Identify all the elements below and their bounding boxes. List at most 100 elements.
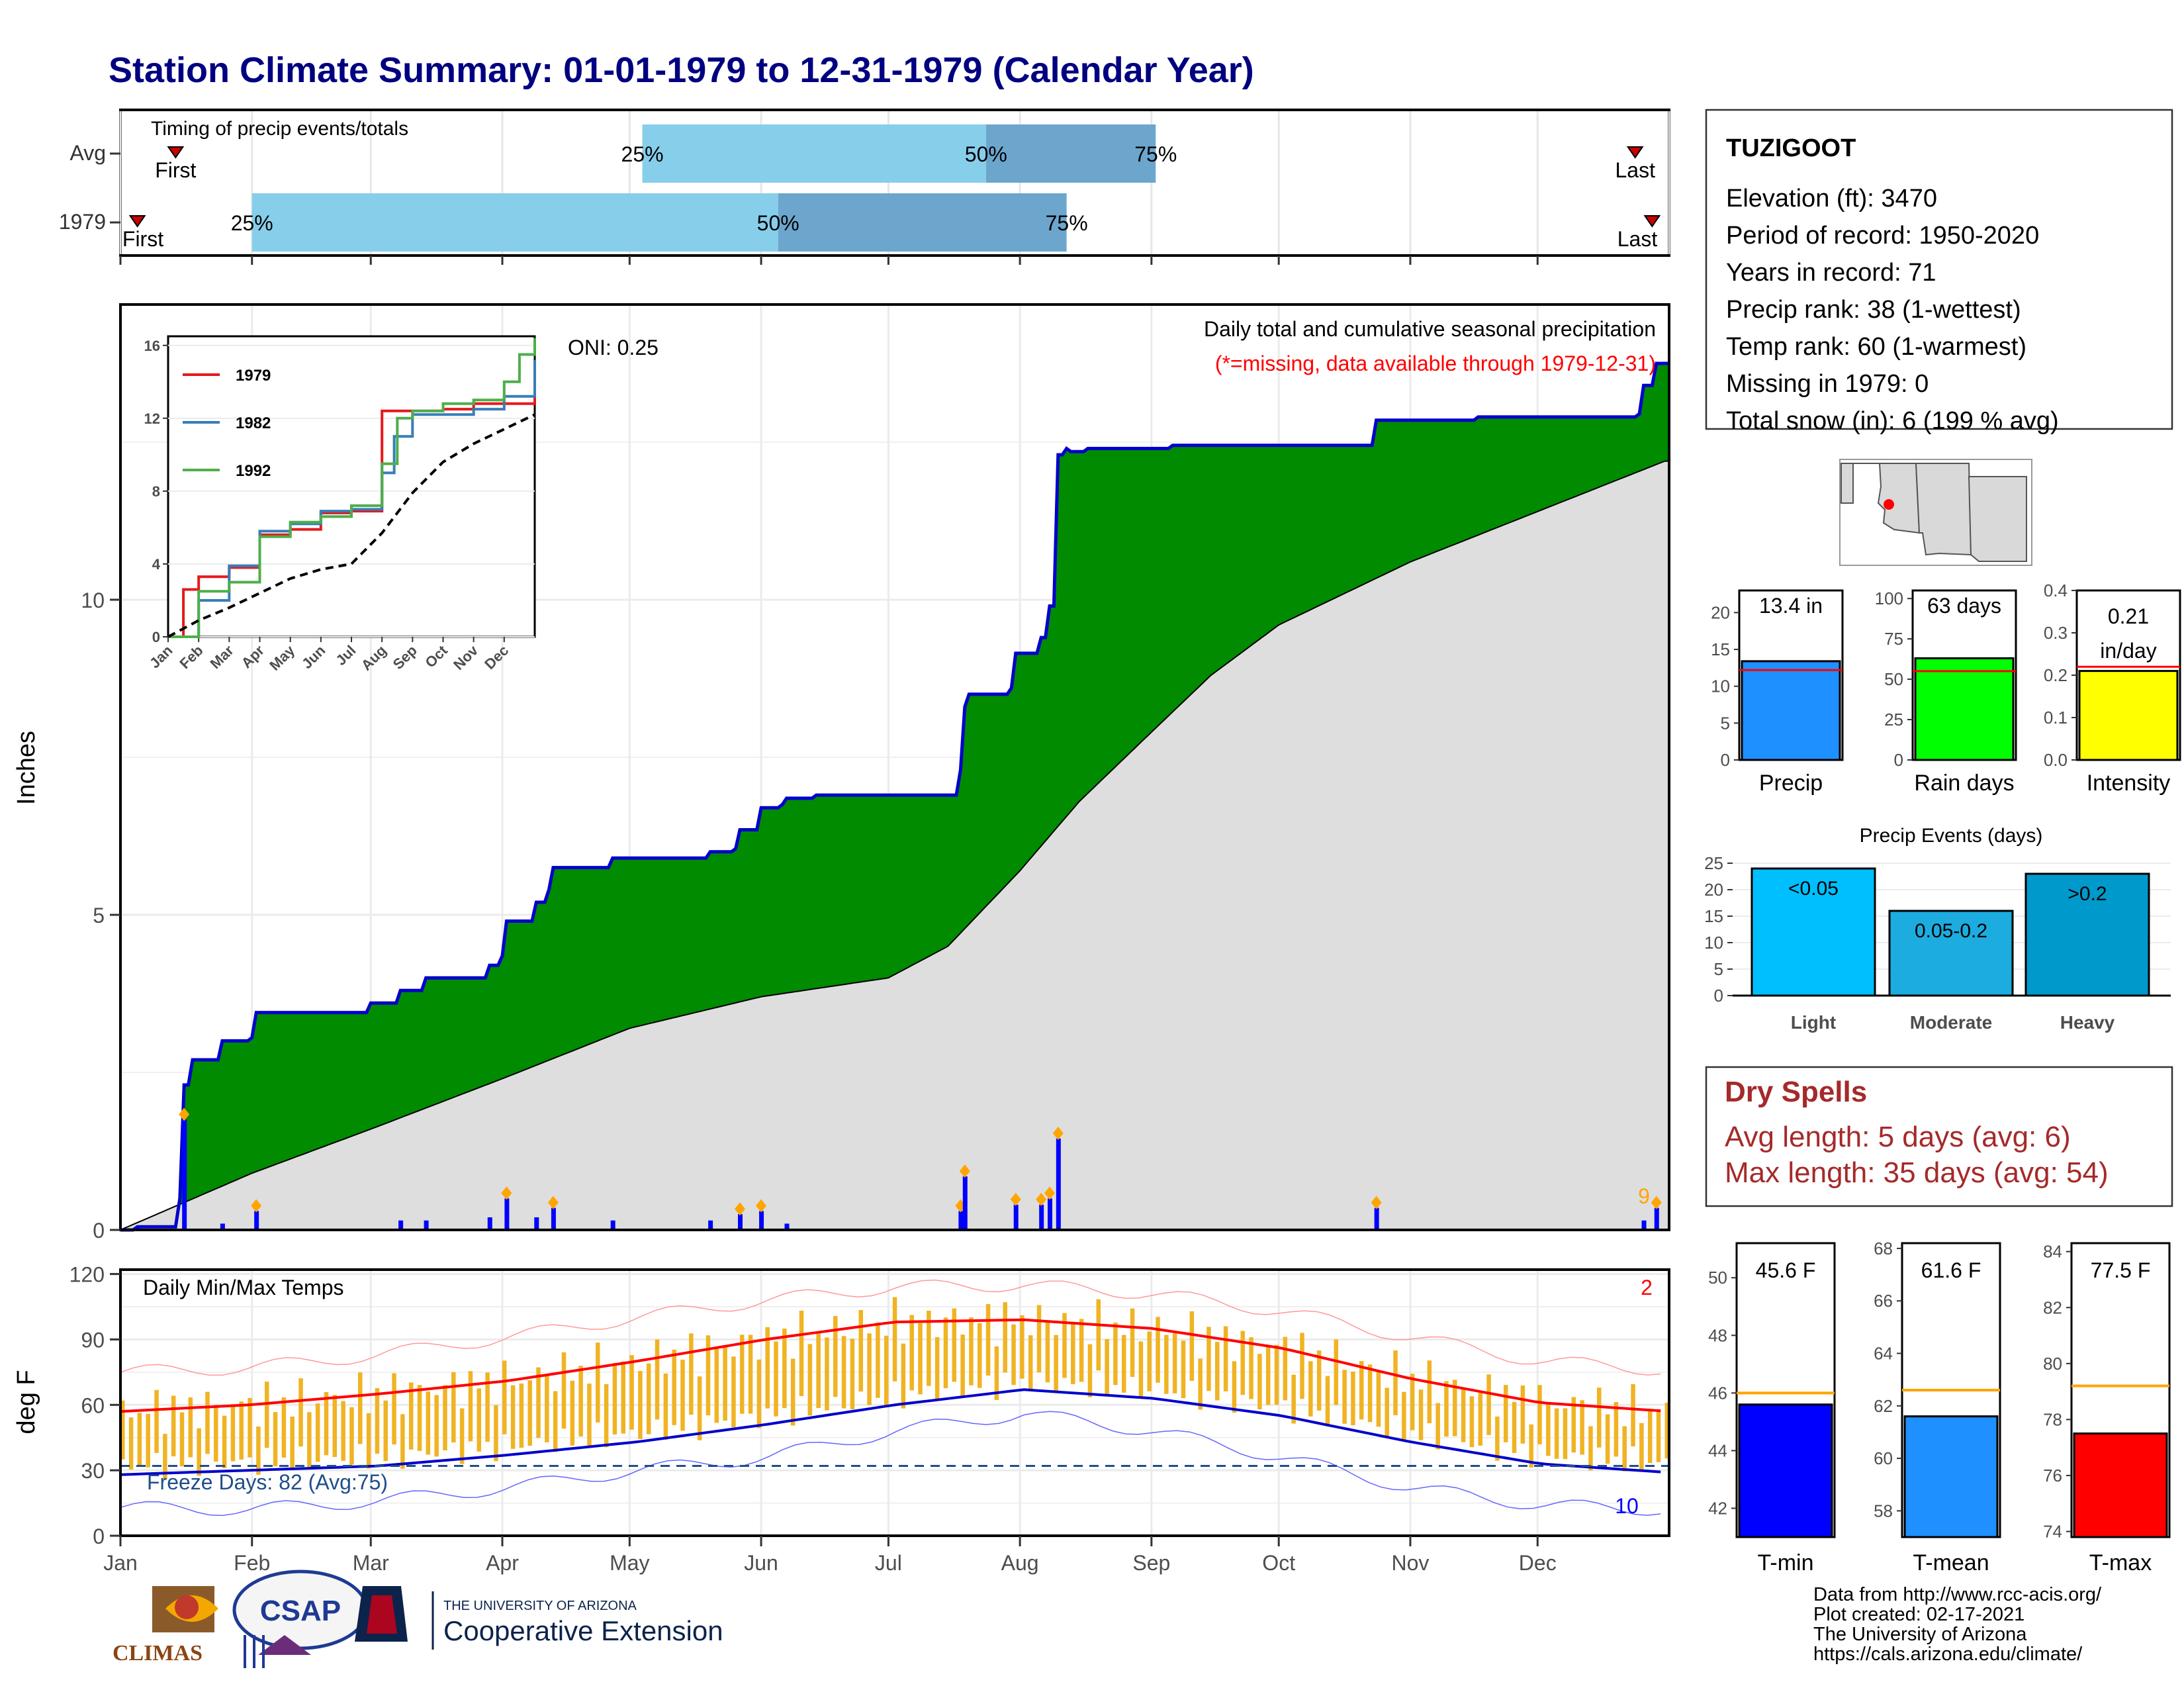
daily-precip-marker	[735, 1202, 745, 1216]
daily-precip-bar	[738, 1214, 743, 1230]
temp-daily-bar	[307, 1412, 312, 1468]
location-map	[1839, 459, 2032, 566]
temp-summary-bar	[2073, 1432, 2168, 1538]
daily-precip-bar	[1048, 1198, 1052, 1230]
temp-daily-bar	[248, 1397, 252, 1458]
temp-daily-bar	[782, 1329, 787, 1409]
temp-daily-bar	[1469, 1396, 1475, 1448]
precip-y-axis: 0 5 10	[81, 588, 120, 1243]
temp-daily-bar	[952, 1308, 957, 1382]
summary-y-tick-label: 20	[1711, 602, 1730, 622]
temp-daily-bar	[1113, 1322, 1118, 1385]
temp-summary-y-tick-label: 78	[2043, 1409, 2062, 1429]
temp-daily-bar	[1563, 1408, 1568, 1460]
temp-daily-bar	[171, 1395, 176, 1457]
temp-daily-bar	[1291, 1374, 1296, 1424]
daily-precip-bar	[398, 1220, 404, 1230]
daily-precip-bar	[958, 1211, 964, 1230]
first-event-label: First	[155, 158, 196, 182]
temp-daily-bar	[1045, 1321, 1050, 1383]
temp-count-low: 10	[1615, 1494, 1639, 1518]
temp-daily-bar	[901, 1343, 906, 1409]
summary-bar-charts: 0 5 10 15 20 Precip 13.4 in 0 25 50 75 100 Rain days…	[1711, 581, 2181, 796]
temp-daily-bar	[1418, 1389, 1424, 1440]
csap-logo-text: CSAP	[260, 1595, 341, 1627]
temp-daily-bar	[790, 1358, 796, 1426]
temp-daily-bar	[638, 1371, 643, 1439]
temp-daily-bar	[1342, 1370, 1347, 1424]
station-precip-rank: Precip rank: 38 (1-wettest)	[1726, 296, 2021, 324]
temp-daily-bar	[1036, 1305, 1042, 1373]
station-name: TUZIGOOT	[1726, 134, 1856, 162]
temp-daily-bar	[1249, 1337, 1253, 1399]
temp-daily-bar	[1121, 1335, 1126, 1393]
temp-daily-bar	[1079, 1319, 1084, 1382]
timing-bar-q25-q50	[251, 193, 778, 252]
temp-y-axis: 0 30 60 90 120	[69, 1263, 120, 1548]
temp-daily-bar	[833, 1316, 838, 1397]
temp-y-tick-label: 60	[81, 1393, 105, 1417]
temp-daily-bar	[298, 1378, 303, 1447]
events-bar-label: >0.2	[2068, 883, 2107, 905]
summary-y-tick-label: 15	[1711, 639, 1730, 659]
temp-y-tick-label: 90	[81, 1328, 105, 1352]
daily-precip-bar	[182, 1119, 187, 1230]
temp-daily-bar	[1639, 1423, 1644, 1470]
temp-summary-y-tick-label: 42	[1708, 1498, 1727, 1518]
temp-daily-bar	[740, 1335, 745, 1414]
station-snow: Total snow (in): 6 (199 % avg)	[1726, 407, 2059, 435]
temp-daily-bar	[1359, 1361, 1364, 1420]
temp-daily-bar	[256, 1427, 261, 1475]
summary-y-tick-label: 0.2	[2044, 665, 2068, 685]
summary-y-tick-label: 100	[1875, 588, 1903, 608]
month-label: Jul	[875, 1551, 902, 1575]
temp-daily-bar	[1105, 1339, 1109, 1395]
daily-precip-bar	[1013, 1204, 1019, 1230]
temp-lines	[120, 1279, 1669, 1517]
temp-daily-bar	[561, 1352, 567, 1429]
temp-daily-bar	[1147, 1331, 1152, 1391]
summary-bar-name: Rain days	[1914, 771, 2014, 796]
temp-y-tick-label: 120	[69, 1263, 105, 1287]
daily-precip-bar	[962, 1176, 968, 1230]
temp-daily-bar	[1351, 1371, 1355, 1426]
temp-summary-y-tick-label: 74	[2043, 1522, 2062, 1542]
temp-daily-bar	[179, 1412, 185, 1467]
summary-bar-value: 63 days	[1927, 594, 2001, 618]
last-event-marker	[1643, 215, 1661, 228]
temp-daily-bar	[850, 1338, 855, 1409]
daily-precip-marker	[959, 1164, 970, 1178]
temp-daily-bar	[765, 1327, 770, 1409]
events-y-tick-label: 25	[1704, 853, 1723, 873]
daily-precip-bar	[220, 1223, 225, 1230]
precip-events-panel: Precip Events (days) 0 5 10 15 20 25 <0.05 Ligh…	[1704, 825, 2171, 1033]
nevada-shape	[1841, 463, 1854, 504]
temp-daily-bar	[383, 1400, 388, 1462]
events-y-tick-label: 5	[1714, 959, 1723, 979]
temp-daily-bar	[1265, 1346, 1271, 1405]
temp-daily-bar	[876, 1322, 880, 1398]
daily-precip-bar	[1654, 1207, 1659, 1230]
daily-precip-bar	[504, 1198, 510, 1230]
summary-y-tick-label: 0	[1721, 750, 1730, 770]
station-location-dot	[1884, 499, 1894, 510]
temp-daily-bar	[375, 1387, 380, 1454]
temp-daily-bar	[756, 1359, 762, 1429]
temp-daily-bar	[1240, 1331, 1245, 1395]
temp-daily-bar	[1410, 1374, 1415, 1430]
temp-daily-bar	[1503, 1385, 1508, 1442]
dry-spells-avg: Avg length: 5 days (avg: 6)	[1725, 1121, 2071, 1153]
temp-daily-bar	[1087, 1344, 1093, 1397]
temp-daily-bar	[366, 1413, 371, 1469]
temp-summary-y-tick-label: 44	[1708, 1440, 1727, 1460]
temp-daily-bar	[1495, 1416, 1500, 1461]
daily-precip-bar	[1056, 1138, 1061, 1230]
inset-y-tick-label: 8	[152, 483, 160, 500]
daily-precip-bar	[759, 1211, 764, 1230]
temp-daily-bar	[358, 1372, 363, 1444]
month-label: Dec	[1519, 1551, 1557, 1575]
summary-y-tick-label: 50	[1884, 669, 1903, 689]
temp-daily-bar	[1588, 1426, 1593, 1471]
csap-logo: CSAP	[232, 1570, 369, 1668]
